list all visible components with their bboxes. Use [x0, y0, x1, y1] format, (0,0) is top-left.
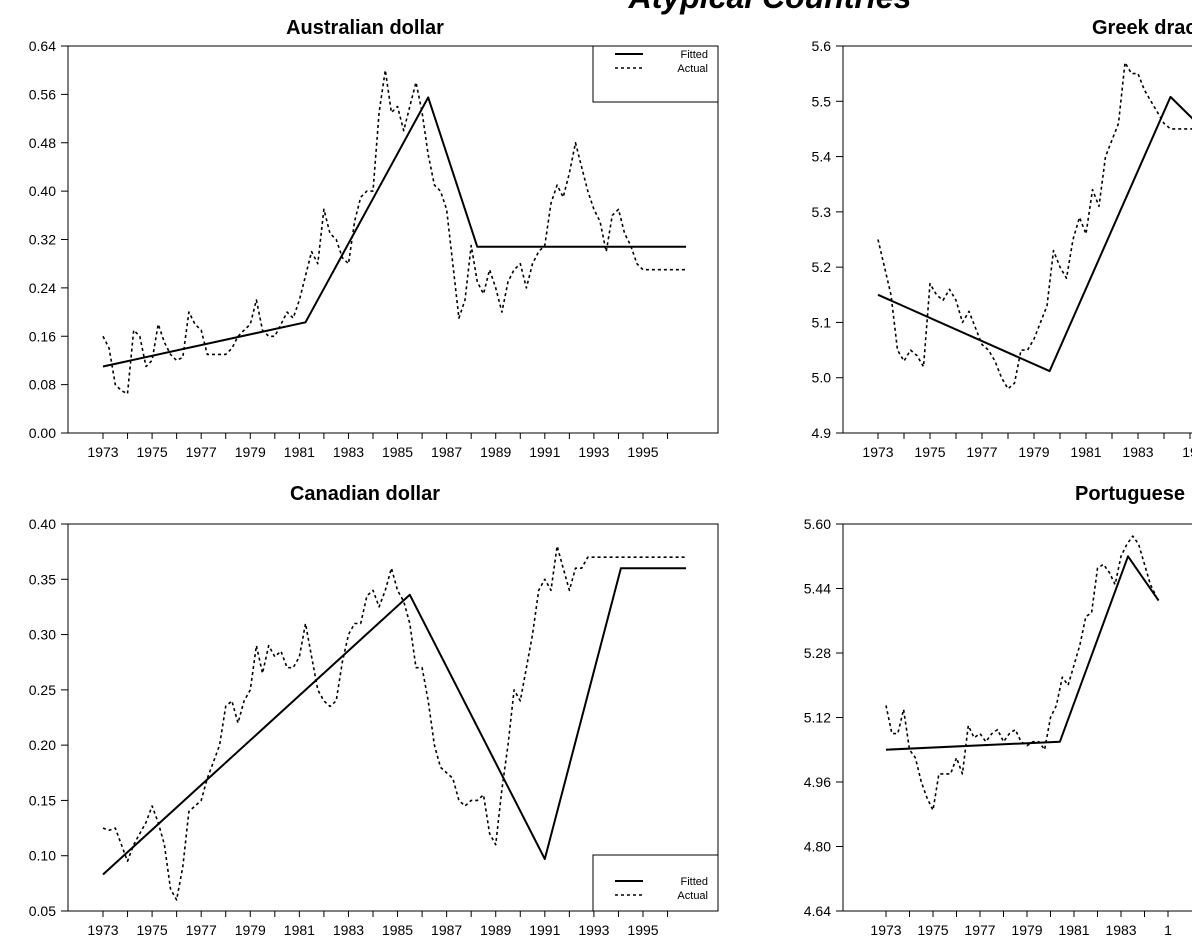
- x-tick-label: 1975: [914, 444, 945, 460]
- y-tick-label: 0.40: [29, 183, 56, 199]
- x-tick-label: 1977: [186, 444, 217, 460]
- x-tick-label: 1993: [578, 444, 609, 460]
- y-tick-label: 5.28: [804, 645, 831, 661]
- y-tick-label: 4.96: [804, 774, 831, 790]
- x-tick-label: 1979: [235, 444, 266, 460]
- legend: Fitted Actual: [592, 45, 719, 103]
- x-tick-label: 1977: [964, 922, 995, 938]
- y-tick-label: 0.00: [29, 425, 56, 441]
- x-tick-label: 1975: [137, 922, 168, 938]
- y-tick-label: 0.15: [29, 792, 56, 808]
- y-tick-label: 0.25: [29, 682, 56, 698]
- x-tick-label: 1981: [1058, 922, 1089, 938]
- y-tick-label: 0.48: [29, 135, 56, 151]
- x-tick-label: 1991: [529, 922, 560, 938]
- panel-title: Australian dollar: [286, 17, 444, 39]
- y-tick-label: 0.16: [29, 328, 56, 344]
- y-tick-label: 4.80: [804, 839, 831, 855]
- x-tick-label: 1973: [862, 444, 893, 460]
- x-tick-label: 1985: [382, 922, 413, 938]
- series-line-fitted: [877, 95, 1192, 373]
- y-tick-label: 5.6: [812, 38, 832, 54]
- series-line-actual: [877, 61, 1192, 390]
- x-tick-label: 1989: [480, 444, 511, 460]
- x-tick-label: 19: [1182, 444, 1192, 460]
- x-tick-label: 1973: [87, 444, 118, 460]
- y-tick-label: 0.56: [29, 86, 56, 102]
- x-tick-label: 1981: [1070, 444, 1101, 460]
- y-tick-label: 5.12: [804, 710, 831, 726]
- legend-box: [592, 45, 719, 103]
- y-tick-label: 0.30: [29, 627, 56, 643]
- y-tick-label: 0.32: [29, 232, 56, 248]
- panel-portuguese-escudo: Portuguese 4.64 4.80 4.96 5.12 5.28 5.44 5.60 1…: [804, 483, 1192, 938]
- y-tick-label: 5.60: [804, 516, 831, 532]
- y-tick-label: 0.20: [29, 737, 56, 753]
- x-tick-label: 1989: [480, 922, 511, 938]
- y-tick-label: 0.10: [29, 848, 56, 864]
- x-tick-label: 1995: [627, 444, 658, 460]
- x-tick-label: 1993: [578, 922, 609, 938]
- x-tick-label: 1973: [87, 922, 118, 938]
- x-tick-label: 1985: [382, 444, 413, 460]
- y-tick-label: 5.4: [812, 149, 832, 165]
- x-tick-label: 1977: [966, 444, 997, 460]
- series-line-fitted: [885, 555, 1160, 751]
- y-tick-label: 0.24: [29, 280, 56, 296]
- y-tick-label: 5.3: [812, 204, 832, 220]
- x-tick-label: 1979: [1018, 444, 1049, 460]
- panel-australian-dollar: Australian dollar 0.00 0.08 0.16 0.24 0.32 0.…: [29, 17, 719, 460]
- x-tick-label: 1987: [431, 444, 462, 460]
- plot-frame: [842, 523, 1192, 912]
- legend-box: [592, 854, 719, 912]
- x-tick-label: 1991: [529, 444, 560, 460]
- panel-greek-drachma: Greek drac 4.9 5.0 5.1 5.2 5.3 5.4 5.5 5.6 1973 1…: [812, 17, 1192, 460]
- plot-frame: [67, 45, 719, 434]
- panel-title: Portuguese: [1075, 483, 1185, 505]
- y-tick-label: 5.0: [812, 370, 832, 386]
- panel-title: Canadian dollar: [290, 483, 440, 505]
- x-tick-label: 1977: [186, 922, 217, 938]
- x-tick-label: 1983: [333, 444, 364, 460]
- x-tick-label: 1: [1164, 922, 1172, 938]
- x-tick-label: 1979: [235, 922, 266, 938]
- x-tick-label: 1983: [1122, 444, 1153, 460]
- panel-title: Greek drac: [1092, 17, 1192, 39]
- x-tick-label: 1975: [917, 922, 948, 938]
- series-line-fitted: [102, 567, 686, 876]
- y-tick-label: 4.9: [812, 425, 832, 441]
- series-line-actual: [102, 545, 686, 901]
- legend-entry-fitted: Fitted: [680, 876, 708, 888]
- y-tick-label: 5.5: [812, 93, 832, 109]
- x-tick-label: 1987: [431, 922, 462, 938]
- x-tick-label: 1983: [333, 922, 364, 938]
- y-tick-label: 0.64: [29, 38, 56, 54]
- x-tick-label: 1973: [870, 922, 901, 938]
- y-tick-label: 0.08: [29, 377, 56, 393]
- x-tick-label: 1981: [284, 922, 315, 938]
- y-tick-label: 0.40: [29, 516, 56, 532]
- y-tick-label: 5.44: [804, 581, 831, 597]
- figure-suptitle: Atypical Countries: [628, 0, 912, 15]
- legend: Fitted Actual: [592, 854, 719, 912]
- x-tick-label: 1975: [137, 444, 168, 460]
- y-tick-label: 0.05: [29, 903, 56, 919]
- series-line-actual: [102, 69, 686, 395]
- series-line-actual: [885, 535, 1158, 811]
- x-tick-label: 1983: [1105, 922, 1136, 938]
- y-tick-label: 5.2: [812, 259, 832, 275]
- series-line-fitted: [102, 96, 686, 368]
- y-tick-label: 4.64: [804, 903, 831, 919]
- legend-entry-actual: Actual: [677, 63, 708, 75]
- y-tick-label: 5.1: [812, 314, 832, 330]
- plot-frame: [842, 45, 1192, 434]
- x-tick-label: 1979: [1011, 922, 1042, 938]
- panel-canadian-dollar: Canadian dollar 0.05 0.10 0.15 0.20 0.25 0.30…: [29, 483, 719, 938]
- x-tick-label: 1981: [284, 444, 315, 460]
- legend-entry-fitted: Fitted: [680, 49, 708, 61]
- legend-entry-actual: Actual: [677, 890, 708, 902]
- x-tick-label: 1995: [627, 922, 658, 938]
- y-tick-label: 0.35: [29, 571, 56, 587]
